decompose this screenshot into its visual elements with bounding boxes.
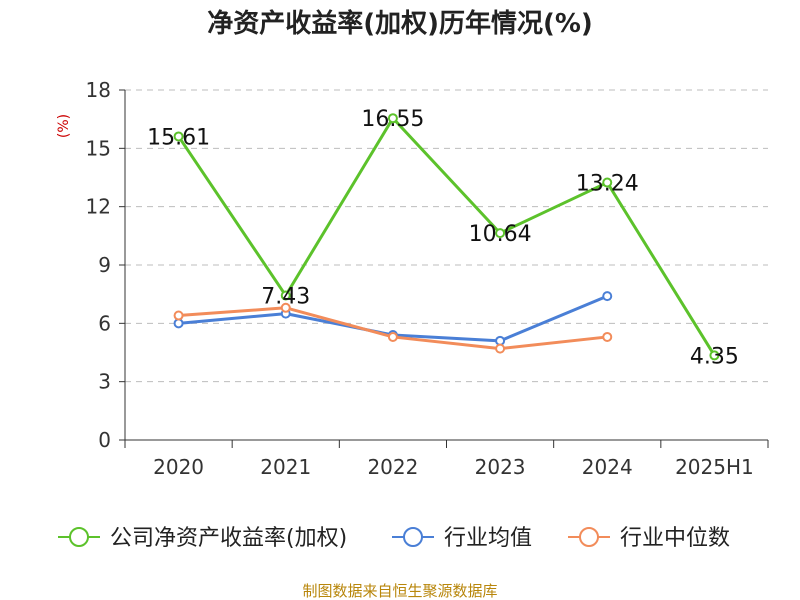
y-tick-label: 18 bbox=[86, 78, 111, 102]
data-point-0 bbox=[280, 290, 291, 301]
data-point-0 bbox=[387, 113, 398, 124]
legend-marker bbox=[579, 527, 599, 547]
data-label: 16.55 bbox=[361, 107, 424, 132]
data-point-0 bbox=[709, 350, 720, 361]
data-label: 15.61 bbox=[147, 125, 210, 150]
source-note: 制图数据来自恒生聚源数据库 bbox=[302, 582, 497, 600]
legend-marker bbox=[69, 527, 89, 547]
data-labels: 15.61 7.43 16.55 10.64 13.24 4.35 bbox=[147, 107, 739, 369]
legend: 公司净资产收益率(加权) 行业均值 行业中位数 bbox=[58, 526, 730, 551]
data-point-0 bbox=[173, 131, 184, 142]
legend-label: 行业均值 bbox=[444, 526, 532, 551]
data-label: 10.64 bbox=[469, 222, 532, 247]
data-label: 13.24 bbox=[576, 172, 639, 197]
axes: 0 3 6 9 12 15 18 2020 2021 2022 2023 2024 2025H1 bbox=[86, 78, 769, 479]
data-point-2 bbox=[387, 331, 398, 342]
series-line-2 bbox=[178, 306, 608, 351]
x-tick-label: 2024 bbox=[582, 455, 633, 479]
chart-title: 净资产收益率(加权)历年情况(%) bbox=[207, 8, 593, 39]
y-tick-label: 3 bbox=[98, 370, 111, 394]
legend-label: 公司净资产收益率(加权) bbox=[110, 526, 347, 551]
y-axis-unit-label: (%) bbox=[56, 114, 72, 138]
data-label: 7.43 bbox=[261, 285, 310, 310]
y-tick-label: 12 bbox=[86, 195, 111, 219]
x-tick-label: 2020 bbox=[153, 455, 204, 479]
series-lines bbox=[173, 113, 720, 361]
grid-lines bbox=[125, 89, 768, 383]
x-tick-label: 2022 bbox=[367, 455, 418, 479]
legend-marker bbox=[403, 527, 423, 547]
series-line-0 bbox=[177, 116, 716, 357]
data-label: 4.35 bbox=[690, 344, 739, 369]
data-point-1 bbox=[602, 291, 613, 302]
data-point-2 bbox=[280, 302, 291, 313]
x-tick-label: 2021 bbox=[260, 455, 311, 479]
data-point-2 bbox=[602, 331, 613, 342]
x-tick-label: 2025H1 bbox=[675, 455, 754, 479]
data-point-0 bbox=[602, 177, 613, 188]
legend-label: 行业中位数 bbox=[620, 526, 730, 551]
data-point-2 bbox=[495, 343, 506, 354]
y-tick-label: 0 bbox=[98, 428, 111, 452]
x-tick-label: 2023 bbox=[475, 455, 526, 479]
y-tick-label: 6 bbox=[98, 311, 111, 335]
y-tick-label: 15 bbox=[86, 136, 111, 160]
data-point-0 bbox=[495, 228, 506, 239]
data-point-2 bbox=[173, 310, 184, 321]
y-tick-label: 9 bbox=[98, 253, 111, 277]
